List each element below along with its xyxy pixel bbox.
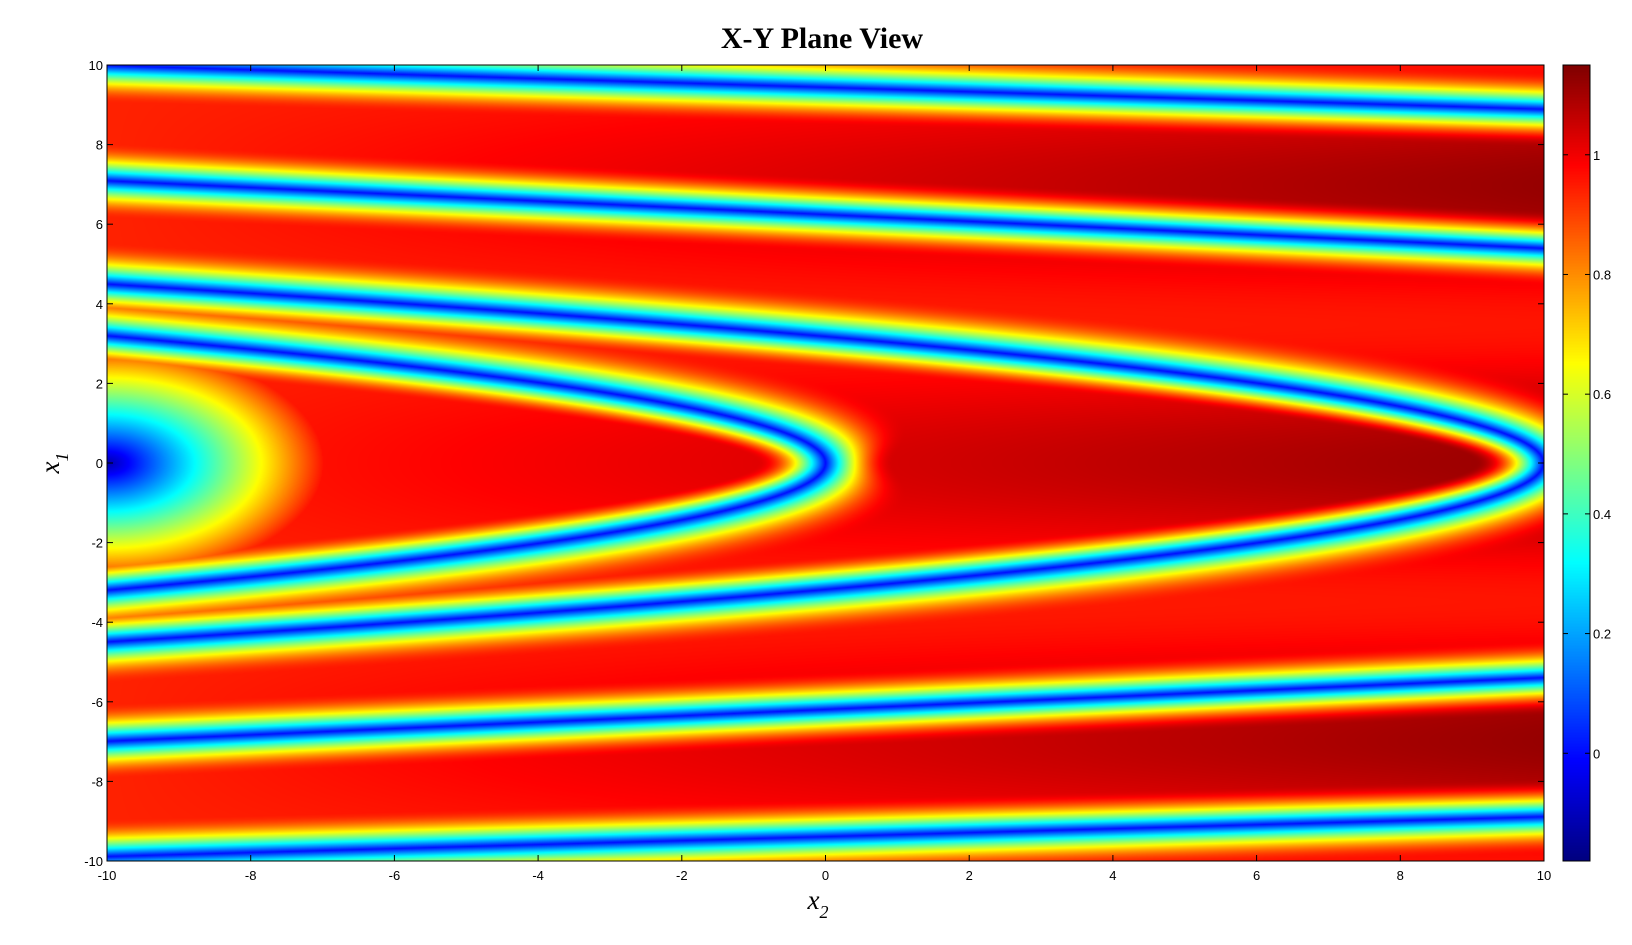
y-tick-label: 10 — [89, 58, 103, 73]
y-tick-label: -6 — [91, 695, 103, 710]
x-tick-label: -10 — [98, 868, 117, 883]
y-axis-ticks: 10 8 6 4 2 0 -2 -4 -6 -8 -10 — [84, 58, 1544, 869]
colorbar-tick-label: 0.2 — [1593, 627, 1611, 642]
y-tick-label: -10 — [84, 854, 103, 869]
y-tick-label: 4 — [96, 297, 103, 312]
x-tick-label: 2 — [966, 868, 973, 883]
colorbar-ticks: 1 0.8 0.6 0.4 0.2 0 — [1563, 148, 1611, 761]
x-tick-label: -8 — [245, 868, 257, 883]
x-tick-label: 0 — [822, 868, 829, 883]
x-tick-label: 8 — [1397, 868, 1404, 883]
y-tick-label: 2 — [96, 376, 103, 391]
chart-title: X-Y Plane View — [721, 22, 924, 55]
plot-frame — [106, 64, 1545, 862]
colorbar-tick-label: 0.4 — [1593, 507, 1611, 522]
colorbar-tick-label: 0.8 — [1593, 267, 1611, 282]
colorbar — [1563, 65, 1590, 861]
heatmap-plot-area — [107, 65, 1544, 861]
y-axis-label: x1 — [35, 453, 72, 475]
x-tick-label: 10 — [1537, 868, 1551, 883]
colorbar-frame — [1562, 64, 1591, 862]
colorbar-tick-label: 1 — [1593, 148, 1600, 163]
x-tick-label: -4 — [532, 868, 544, 883]
x-tick-label: -6 — [389, 868, 401, 883]
y-tick-label: -4 — [91, 615, 103, 630]
colorbar-tick-label: 0.6 — [1593, 387, 1611, 402]
x-axis-label: x2 — [807, 885, 829, 922]
y-tick-label: -8 — [91, 774, 103, 789]
x-axis-ticks: -10 -8 -6 -4 -2 0 2 4 6 8 10 — [98, 65, 1551, 883]
y-tick-label: 6 — [96, 217, 103, 232]
x-tick-label: 4 — [1109, 868, 1116, 883]
y-tick-label: -2 — [91, 536, 103, 551]
colorbar-tick-label: 0 — [1593, 746, 1600, 761]
y-tick-label: 0 — [96, 456, 103, 471]
x-tick-label: -2 — [676, 868, 688, 883]
x-tick-label: 6 — [1253, 868, 1260, 883]
y-tick-label: 8 — [96, 138, 103, 153]
